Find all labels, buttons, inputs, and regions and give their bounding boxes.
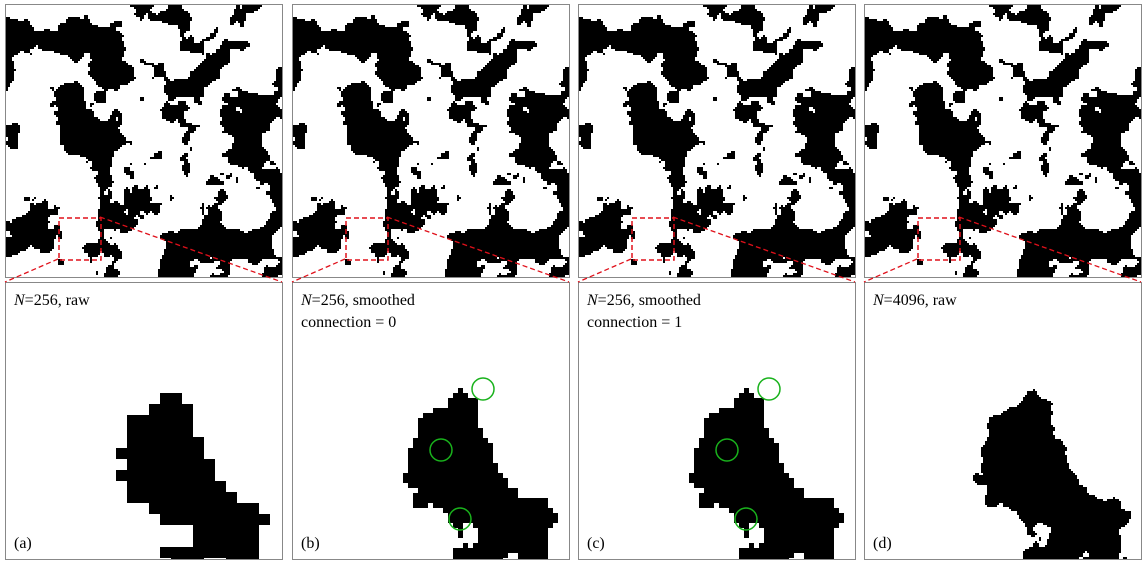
overview-pattern [865, 5, 1141, 277]
overview-pattern [6, 5, 282, 277]
panel-title: N=4096, raw [873, 292, 957, 309]
pore-structure [293, 5, 569, 277]
zoomed-pore-structure [116, 393, 270, 559]
panel-letter: (b) [301, 535, 320, 552]
panel-subtitle: connection = 0 [301, 314, 397, 331]
zoom-region-box [58, 217, 102, 261]
connection-highlight-circle [429, 438, 453, 462]
panel-c: N=256, smoothed connection = 1 (c) [578, 0, 856, 563]
connection-highlight-circle [715, 438, 739, 462]
zoom-pattern [403, 377, 558, 559]
overview-image [292, 4, 570, 278]
connection-highlight-circle [471, 377, 495, 401]
panel-letter: (a) [14, 535, 32, 552]
zoom-region-box [917, 217, 961, 261]
connection-highlight-circle [757, 377, 781, 401]
panel-a: N=256, raw (a) [5, 0, 283, 563]
panel-d: N=4096, raw (d) [864, 0, 1142, 563]
overview-image [578, 4, 856, 278]
zoomed-pore-structure [403, 388, 558, 559]
zoomed-pore-structure [689, 388, 844, 559]
connection-highlight-circle [448, 507, 472, 531]
zoom-region-box [345, 217, 389, 261]
panel-title: N=256, smoothed [301, 292, 415, 309]
overview-pattern [579, 5, 855, 277]
pore-structure [579, 5, 855, 277]
zoom-pattern [973, 389, 1131, 559]
zoom-image: N=256, raw (a) [5, 282, 283, 560]
zoom-pattern [116, 393, 270, 559]
zoom-image: N=256, smoothed connection = 0 (b) [292, 282, 570, 560]
panel-title: N=256, raw [14, 292, 90, 309]
zoomed-pore-structure [973, 389, 1131, 559]
zoom-image: N=4096, raw (d) [864, 282, 1142, 560]
overview-image [864, 4, 1142, 278]
panel-title: N=256, smoothed [587, 292, 701, 309]
zoom-pattern [689, 377, 844, 559]
zoom-region-box [631, 217, 675, 261]
zoom-image: N=256, smoothed connection = 1 (c) [578, 282, 856, 560]
pore-structure [865, 5, 1141, 277]
panel-b: N=256, smoothed connection = 0 (b) [292, 0, 570, 563]
connection-highlight-circle [734, 507, 758, 531]
panel-subtitle: connection = 1 [587, 314, 683, 331]
pore-structure [6, 5, 282, 277]
overview-pattern [293, 5, 569, 277]
panel-letter: (d) [873, 535, 892, 552]
panel-letter: (c) [587, 535, 605, 552]
overview-image [5, 4, 283, 278]
